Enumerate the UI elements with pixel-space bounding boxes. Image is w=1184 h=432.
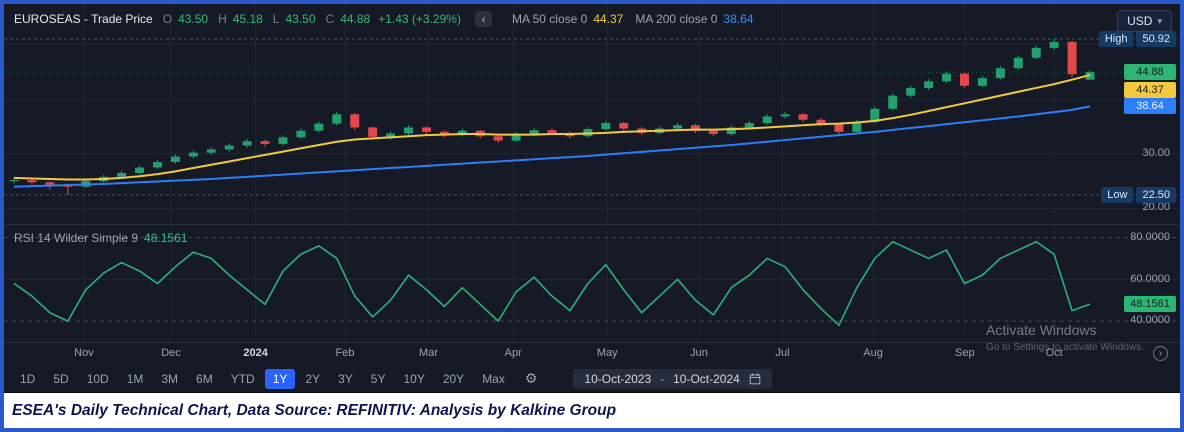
time-axis-label-feb: Feb <box>335 347 355 359</box>
range-button-5y[interactable]: 5Y <box>363 369 394 389</box>
rsi-pane[interactable]: RSI 14 Wilder Simple 9 48.1561 80.0000 6… <box>4 225 1180 342</box>
close-value: 44.88 <box>340 12 371 26</box>
range-button-3m[interactable]: 3M <box>153 369 186 389</box>
time-axis[interactable]: Nov Dec 2024 Feb Mar Apr May Jun Jul Aug Sep Oct › <box>4 343 1180 365</box>
price-canvas[interactable] <box>4 4 1180 224</box>
time-axis-label-sep: Sep <box>954 347 975 359</box>
range-button-1d[interactable]: 1D <box>12 369 43 389</box>
currency-selector-button[interactable]: USD ▾ <box>1117 10 1172 32</box>
time-axis-label-apr: Apr <box>504 347 522 359</box>
ma50-legend-value: 44.37 <box>593 12 624 26</box>
chevron-down-icon: ▾ <box>1157 15 1162 26</box>
high-marker-value: 50.92 <box>1136 31 1176 47</box>
currency-label: USD <box>1127 14 1153 28</box>
time-axis-label-may: May <box>596 347 618 359</box>
date-from[interactable]: 10-Oct-2023 <box>584 371 652 386</box>
price-pane[interactable]: EUROSEAS - Trade Price O 43.50 H 45.18 L 43… <box>4 4 1180 224</box>
range-buttons: 1D 5D 10D 1M 3M 6M YTD 1Y 2Y 3Y 5Y 10Y 20Y Max <box>12 368 513 389</box>
ma50-legend-label: MA 50 close 0 <box>511 12 588 26</box>
time-axis-label-nov: Nov <box>74 347 94 359</box>
range-button-ytd[interactable]: YTD <box>223 369 263 389</box>
range-button-10y[interactable]: 10Y <box>395 369 432 389</box>
high-marker-label: High <box>1098 31 1134 47</box>
rsi-canvas[interactable] <box>4 225 1180 342</box>
open-label: O <box>162 12 173 26</box>
settings-gear-icon[interactable]: ⚙ <box>521 369 542 388</box>
open-value: 43.50 <box>178 12 209 26</box>
ma50-price-badge: 44.37 <box>1124 82 1176 98</box>
caption-text: ESEA's Daily Technical Chart, Data Sourc… <box>12 402 617 419</box>
rsi-legend-value: 48.1561 <box>144 231 188 245</box>
calendar-icon <box>749 372 761 384</box>
high-marker: High 50.92 <box>1098 31 1176 47</box>
pane-separator <box>4 342 1180 343</box>
date-range-picker[interactable]: 10-Oct-2023 - 10-Oct-2024 <box>573 368 772 389</box>
time-axis-label-aug: Aug <box>863 347 883 359</box>
change-value: +1.43 (+3.29%) <box>378 12 461 26</box>
low-marker-value: 22.50 <box>1136 187 1176 203</box>
pane-separator <box>4 224 1180 225</box>
rsi-axis-label-60: 60.0000 <box>1130 273 1170 285</box>
close-label: C <box>325 12 335 26</box>
caption-bar: ESEA's Daily Technical Chart, Data Sourc… <box>4 392 1180 428</box>
time-axis-label-jun: Jun <box>690 347 708 359</box>
time-axis-label-mar: Mar <box>419 347 439 359</box>
date-to[interactable]: 10-Oct-2024 <box>673 371 740 386</box>
range-toolbar: 1D 5D 10D 1M 3M 6M YTD 1Y 2Y 3Y 5Y 10Y 20Y Max ⚙ 10-O… <box>4 365 1180 392</box>
range-button-5d[interactable]: 5D <box>45 369 76 389</box>
time-axis-label-2024: 2024 <box>243 347 268 359</box>
range-button-10d[interactable]: 10D <box>79 369 117 389</box>
last-price-badge: 44.88 <box>1124 64 1176 80</box>
range-button-6m[interactable]: 6M <box>188 369 221 389</box>
time-axis-label-jul: Jul <box>775 347 790 359</box>
low-label: L <box>272 12 280 26</box>
rsi-axis-label-80: 80.0000 <box>1130 231 1170 243</box>
time-axis-label-oct: Oct <box>1045 347 1063 359</box>
date-separator: - <box>660 371 665 386</box>
high-value: 45.18 <box>232 12 263 26</box>
low-marker-label: Low <box>1101 187 1134 203</box>
low-marker: Low 22.50 <box>1101 187 1176 203</box>
range-button-3y[interactable]: 3Y <box>330 369 361 389</box>
time-axis-label-dec: Dec <box>161 347 181 359</box>
chart-stack: EUROSEAS - Trade Price O 43.50 H 45.18 L 43… <box>4 4 1180 392</box>
ma200-legend-value: 38.64 <box>723 12 754 26</box>
price-legend: EUROSEAS - Trade Price O 43.50 H 45.18 L 43… <box>14 11 753 27</box>
ma200-legend-label: MA 200 close 0 <box>635 12 718 26</box>
price-axis-label-30: 30.00 <box>1142 147 1170 159</box>
range-button-20y[interactable]: 20Y <box>435 369 472 389</box>
rsi-value-badge: 48.1561 <box>1124 296 1176 312</box>
range-button-2y[interactable]: 2Y <box>297 369 328 389</box>
ma200-price-badge: 38.64 <box>1124 98 1176 114</box>
rsi-legend: RSI 14 Wilder Simple 9 48.1561 <box>14 231 187 245</box>
chevron-left-icon[interactable]: ‹ <box>474 11 492 27</box>
high-label: H <box>218 12 227 26</box>
rsi-legend-label: RSI 14 Wilder Simple 9 <box>14 231 139 245</box>
rsi-axis-label-40: 40.0000 <box>1130 314 1170 326</box>
jump-to-latest-icon[interactable]: › <box>1153 346 1168 361</box>
range-button-max[interactable]: Max <box>474 369 513 389</box>
range-button-1y[interactable]: 1Y <box>264 368 296 389</box>
symbol-title: EUROSEAS - Trade Price <box>14 12 153 26</box>
price-axis-label-20: 20.00 <box>1142 201 1170 213</box>
low-value: 43.50 <box>285 12 316 26</box>
range-button-1m[interactable]: 1M <box>119 369 152 389</box>
